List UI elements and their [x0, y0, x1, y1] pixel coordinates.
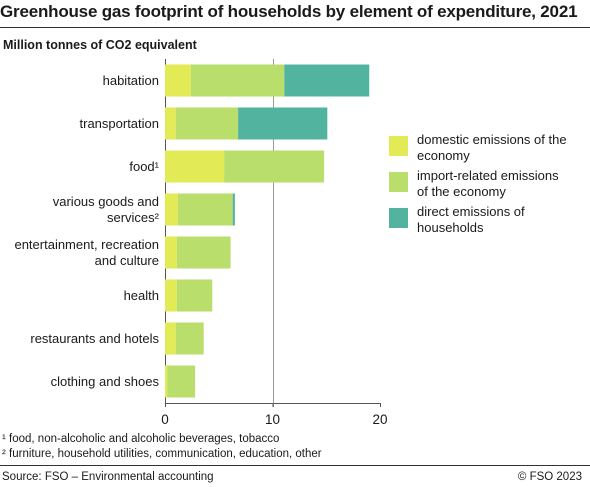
bar-1-series-0 — [165, 107, 176, 140]
x-tick-label-0: 0 — [161, 412, 169, 427]
category-label-0-0: habitation — [103, 73, 159, 88]
chart-subtitle: Million tonnes of CO2 equivalent — [3, 38, 197, 52]
footer-rule — [0, 465, 590, 466]
legend-label-2-1: households — [417, 220, 484, 235]
category-label-1-0: transportation — [80, 116, 160, 131]
bar-4-series-0 — [165, 236, 177, 269]
bar-7-series-0 — [165, 365, 168, 398]
category-label-4-1: and culture — [95, 253, 159, 268]
legend-swatch-2 — [389, 208, 408, 228]
bar-1-series-1 — [175, 107, 239, 140]
bar-2-series-0 — [165, 150, 225, 183]
legend-label-0-1: economy — [417, 148, 470, 163]
bar-0-series-0 — [165, 64, 191, 97]
legend-label-0-0: domestic emissions of the — [417, 132, 567, 147]
bar-6-series-1 — [175, 322, 204, 355]
bar-5-series-1 — [176, 279, 213, 312]
bar-6-series-0 — [165, 322, 176, 355]
bar-5-series-0 — [165, 279, 177, 312]
bar-0-series-1 — [190, 64, 285, 97]
x-tick-label-10: 10 — [265, 412, 280, 427]
bar-0-series-2 — [284, 64, 370, 97]
category-label-4-0: entertainment, recreation — [14, 237, 159, 252]
legend-label-2-0: direct emissions of — [417, 204, 525, 219]
copyright: © FSO 2023 — [517, 471, 582, 483]
bar-4-series-1 — [176, 236, 231, 269]
legend-swatch-0 — [389, 136, 408, 156]
legend-label-1-0: import-related emissions — [417, 168, 559, 183]
title-rule — [0, 27, 590, 28]
bar-3-series-1 — [177, 193, 233, 226]
chart-title: Greenhouse gas footprint of households b… — [0, 2, 578, 21]
legend-swatch-1 — [389, 172, 408, 192]
bar-7-series-1 — [167, 365, 196, 398]
category-label-5-0: health — [124, 288, 159, 303]
footnote-1: ¹ food, non-alcoholic and alcoholic beve… — [2, 433, 280, 445]
category-label-7-0: clothing and shoes — [51, 374, 160, 389]
bar-3-series-0 — [165, 193, 178, 226]
category-label-3-1: services² — [107, 210, 160, 225]
x-tick-label-20: 20 — [372, 412, 387, 427]
bar-2-series-1 — [224, 150, 325, 183]
category-label-6-0: restaurants and hotels — [30, 331, 159, 346]
source-note: Source: FSO – Environmental accounting — [2, 471, 214, 483]
category-label-3-0: various goods and — [53, 194, 159, 209]
bar-3-series-2 — [232, 193, 235, 226]
category-label-2-0: food¹ — [129, 159, 159, 174]
legend-label-1-1: of the economy — [417, 184, 506, 199]
footnote-2: ² furniture, household utilities, commun… — [2, 448, 322, 460]
bar-1-series-2 — [238, 107, 328, 140]
